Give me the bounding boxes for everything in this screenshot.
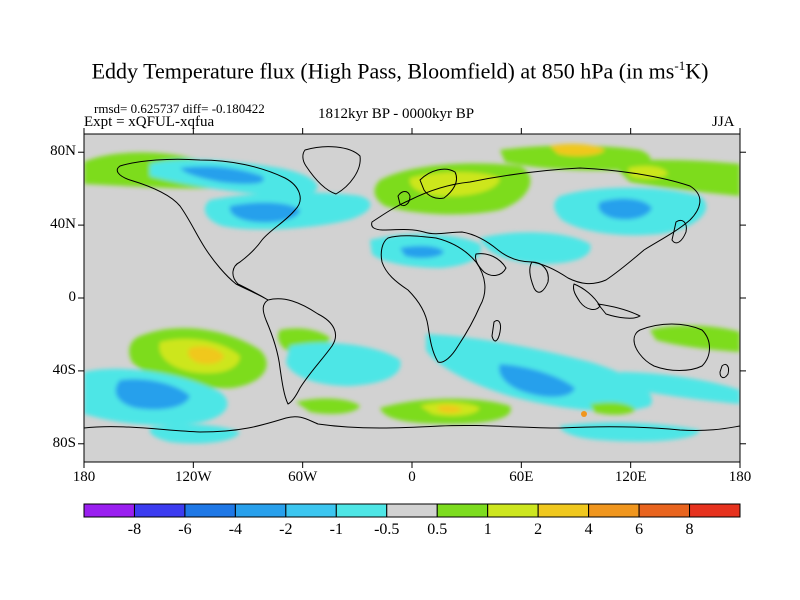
lon-tick-label: 180	[72, 469, 96, 485]
colorbar-swatch	[234, 503, 287, 518]
colorbar-swatch	[133, 503, 186, 518]
colorbar-label: -8	[127, 521, 142, 538]
colorbar	[83, 503, 741, 518]
colorbar-swatch	[285, 503, 337, 518]
coast-antarctica	[84, 416, 740, 433]
colored-islands	[581, 411, 587, 417]
contour-blue-south-pacific	[115, 379, 190, 410]
coast-madagascar	[491, 319, 501, 342]
colorbar-swatch	[184, 503, 236, 518]
colorbar-swatch	[83, 503, 135, 518]
axis-ticks	[78, 128, 746, 468]
colorbar-label: 1	[483, 521, 492, 538]
colorbar-swatch	[689, 503, 741, 518]
colorbar-label: 2	[534, 521, 543, 538]
contour-blue-atlantic	[229, 202, 300, 223]
colorbar-swatch	[638, 503, 691, 518]
coast-south-america	[262, 298, 336, 405]
coast-japan	[671, 219, 687, 244]
coast-africa	[380, 235, 486, 363]
colorbar-swatch	[537, 503, 590, 518]
lat-tick-label: 40S	[52, 361, 76, 378]
plot-title: Eddy Temperature flux (High Pass, Bloomf…	[0, 58, 800, 84]
title-main: Eddy Temperature flux (High Pass, Bloomf…	[91, 58, 675, 84]
colorbar-swatch	[436, 503, 489, 518]
colorbar-label: -0.5	[374, 521, 400, 538]
contour-blue-indian-ocean	[499, 364, 575, 397]
contour-green-antarctic-coast	[296, 398, 360, 414]
colorbar-label: -4	[228, 521, 243, 538]
coast-australia	[633, 323, 710, 371]
lon-tick-label: 0	[408, 469, 416, 485]
colorbar-swatch	[487, 503, 539, 518]
contour-blue-mediterranean	[400, 245, 444, 259]
lon-tick-label: 120W	[174, 469, 212, 485]
lat-tick-label: 40N	[50, 216, 76, 233]
lon-tick-label: 60E	[509, 469, 534, 485]
contour-blue-pacific-north	[598, 198, 652, 220]
lat-tick-label: 80S	[52, 434, 76, 451]
coast-scandinavia	[419, 168, 458, 199]
coast-new-zealand	[719, 363, 729, 379]
colorbar-label: -6	[178, 521, 192, 538]
colorbar-label: 6	[635, 521, 644, 538]
coast-india	[529, 261, 549, 293]
contour-yellow-siberia	[550, 143, 605, 157]
map-panel	[84, 134, 740, 462]
contour-orange-antarctic-atlantic	[438, 405, 462, 413]
stats-label: rmsd= 0.625737 diff= -0.180422	[94, 101, 265, 116]
island-dot-orange	[581, 411, 587, 417]
coast-north-america	[116, 158, 301, 301]
coast-greenland	[302, 146, 361, 195]
contour-yellow-pacific-north	[628, 166, 668, 179]
contour-cyan-south-atlantic	[286, 342, 401, 386]
experiment-label: Expt = xQFUL-xqfua	[84, 114, 215, 130]
coast-indonesia	[597, 303, 641, 319]
lon-tick-label: 60W	[288, 469, 318, 485]
title-superscript: -1	[674, 58, 686, 73]
contour-green-antarctic-east	[590, 402, 636, 415]
lat-tick-label: 0	[68, 289, 77, 305]
colorbar-swatch	[335, 503, 388, 518]
contour-cyan-south-indian-east	[620, 372, 740, 404]
coast-arabia	[475, 253, 507, 276]
contour-green-australia-south	[650, 325, 740, 352]
lon-tick-label: 180	[728, 469, 752, 485]
colorbar-label: -1	[329, 521, 343, 538]
coast-uk	[397, 191, 411, 207]
colorbar-label: 8	[685, 521, 694, 538]
period-label: 1812kyr BP - 0000kyr BP	[318, 106, 475, 122]
colorbar-label: -2	[279, 521, 293, 538]
contour-orange-south-pacific	[188, 346, 224, 364]
contour-cyan-antarctic-pacific	[149, 424, 240, 444]
flux-contours	[84, 143, 740, 444]
colorbar-swatch	[588, 503, 640, 518]
coast-eurasia	[371, 167, 701, 285]
season-label: JJA	[712, 114, 735, 130]
colorbar-swatch	[386, 503, 438, 518]
lon-tick-label: 120E	[614, 469, 647, 485]
lat-tick-label: 80N	[50, 143, 76, 160]
colorbar-label: 0.5	[427, 521, 448, 538]
title-end: K)	[685, 58, 709, 84]
colorbar-label: 4	[584, 521, 593, 538]
contour-blue-canada	[180, 166, 264, 184]
coast-southeast-asia	[573, 283, 601, 310]
coastlines	[84, 146, 740, 433]
